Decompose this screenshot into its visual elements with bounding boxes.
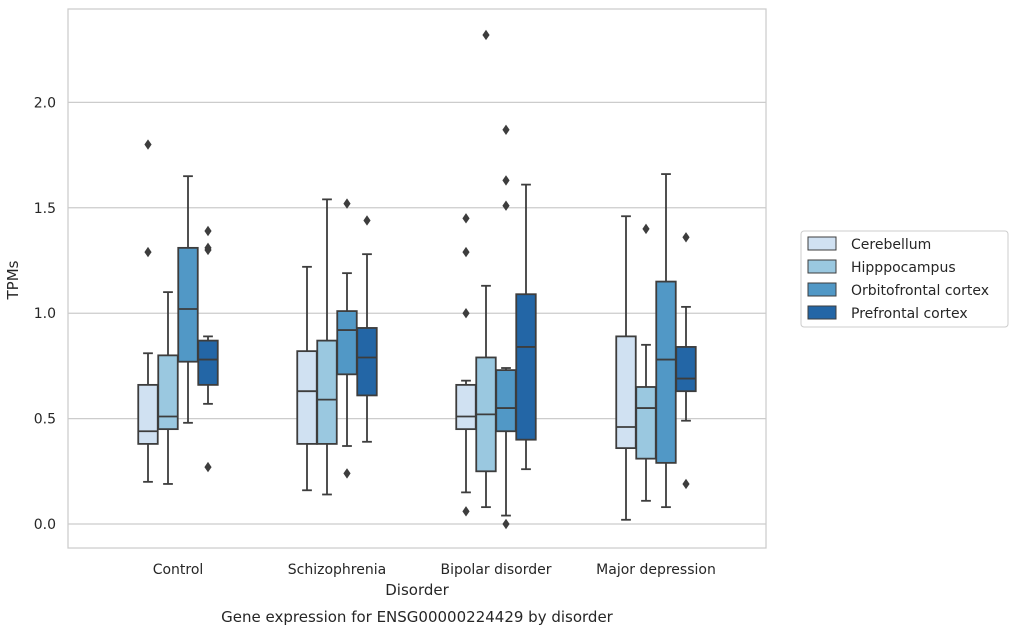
legend-swatch [807, 282, 837, 297]
legend: Cerebellum Hipppocampus Orbitofrontal cort… [800, 230, 1009, 328]
box-prefrontal-cortex [197, 225, 219, 473]
y-tick-label: 0.5 [34, 412, 56, 428]
box-iqr [655, 280, 677, 464]
box-hipppocampus [475, 29, 497, 509]
x-axis-label: Disorder [385, 581, 449, 599]
box-cerebellum [455, 213, 477, 517]
outlier-point [204, 242, 212, 254]
legend-label: Cerebellum [851, 237, 931, 253]
outlier-point [502, 175, 510, 186]
outlier-point [343, 198, 351, 209]
y-tick-label: 1.5 [34, 201, 56, 217]
box-iqr [137, 383, 159, 445]
box-orbitofrontal-cortex [177, 175, 199, 424]
x-tick-label: Schizophrenia [288, 562, 386, 578]
outlier-point [462, 506, 470, 517]
x-tick-label: Control [153, 562, 204, 578]
outlier-point [343, 468, 351, 479]
box-hipppocampus [157, 291, 179, 485]
box-iqr [495, 369, 517, 433]
outlier-point [482, 29, 490, 41]
outlier-point [682, 232, 690, 243]
box-orbitofrontal-cortex [336, 198, 358, 479]
box-orbitofrontal-cortex [655, 173, 677, 509]
box-iqr [316, 339, 338, 445]
y-tick-label: 1.0 [34, 306, 56, 322]
box-prefrontal-cortex [356, 215, 378, 443]
outlier-point [502, 124, 510, 136]
box-orbitofrontal-cortex [495, 124, 517, 530]
y-axis-label: TPMs [4, 260, 22, 300]
x-tick-label: Major depression [596, 562, 716, 578]
box-cerebellum [296, 265, 318, 492]
legend-label: Orbitofrontal cortex [851, 283, 989, 299]
box-iqr [635, 386, 657, 460]
plot-frame [67, 8, 767, 549]
outlier-point [144, 139, 152, 150]
box-plot-area [137, 29, 697, 530]
legend-swatch [807, 305, 837, 320]
box-hipppocampus [635, 223, 657, 502]
box-iqr [356, 327, 378, 397]
x-tick-label: Bipolar disorder [440, 562, 551, 578]
legend-swatch [807, 259, 837, 274]
outlier-point [204, 461, 212, 473]
outlier-point [462, 308, 470, 319]
y-tick-label: 0.0 [34, 517, 56, 533]
outlier-point [462, 213, 470, 224]
outlier-point [462, 246, 470, 258]
x-axis-ticks: Control Schizophrenia Bipolar disorder Majo… [153, 562, 716, 578]
box-iqr [675, 346, 697, 393]
box-iqr [197, 339, 219, 386]
outlier-point [204, 225, 212, 237]
legend-label: Prefrontal cortex [851, 306, 968, 322]
outlier-point [363, 215, 371, 226]
y-axis-ticks: 0.0 0.5 1.0 1.5 2.0 [34, 95, 56, 533]
legend-swatch [807, 236, 837, 251]
legend-label: Hipppocampus [851, 260, 956, 276]
box-hipppocampus [316, 198, 338, 496]
outlier-point [144, 246, 152, 258]
outlier-point [642, 223, 650, 235]
outlier-point [502, 200, 510, 211]
legend-frame [800, 230, 1009, 328]
y-tick-label: 2.0 [34, 95, 56, 111]
box-iqr [296, 350, 318, 445]
box-iqr [157, 354, 179, 431]
box-iqr [615, 335, 637, 450]
box-iqr [515, 293, 537, 441]
box-iqr [177, 246, 199, 363]
box-iqr [336, 310, 358, 376]
box-prefrontal-cortex [675, 232, 697, 490]
box-iqr [455, 383, 477, 431]
box-cerebellum [137, 139, 159, 483]
outlier-point [502, 518, 510, 530]
outlier-point [682, 478, 690, 490]
box-cerebellum [615, 215, 637, 521]
chart-caption: Gene expression for ENSG00000224429 by d… [221, 608, 614, 626]
box-prefrontal-cortex [515, 183, 537, 471]
